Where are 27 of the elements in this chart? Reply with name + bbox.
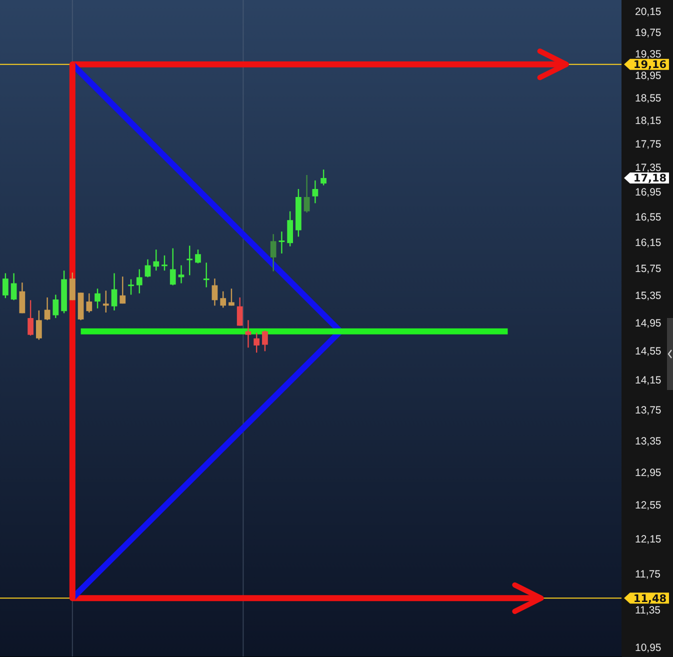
y-tick-label: 14,55 xyxy=(635,346,662,358)
y-tick-label: 12,15 xyxy=(635,533,662,546)
y-tick-label: 16,55 xyxy=(635,211,662,224)
ref-line-label: 19,16 xyxy=(633,59,667,72)
y-tick-label: 12,95 xyxy=(635,466,662,479)
y-tick-label: 17,35 xyxy=(635,162,662,174)
y-tick-label: 19,75 xyxy=(635,27,662,40)
y-tick-label: 13,75 xyxy=(635,404,662,416)
y-tick-label: 11,35 xyxy=(635,604,661,616)
y-tick-label: 15,75 xyxy=(635,262,662,275)
text: 17,18 xyxy=(633,172,667,185)
y-tick-label: 13,35 xyxy=(635,435,662,448)
y-tick-label: 20,15 xyxy=(635,6,662,18)
y-tick-label: 16,95 xyxy=(635,186,662,198)
y-tick-label: 19,35 xyxy=(635,48,662,60)
y-tick-label: 10,95 xyxy=(635,642,662,654)
y-tick-label: 18,15 xyxy=(635,115,662,128)
y-tick-label: 14,15 xyxy=(635,374,662,387)
y-tick-label: 18,95 xyxy=(635,70,662,82)
y-tick-label: 17,75 xyxy=(635,138,662,150)
y-tick-label: 15,35 xyxy=(635,290,662,302)
y-tick-label: 14,95 xyxy=(635,317,662,330)
y-tick-label: 18,55 xyxy=(635,92,662,104)
ref-line-label: 11,48 xyxy=(633,592,667,605)
y-tick-label: 12,55 xyxy=(635,500,662,512)
y-tick-label: 16,15 xyxy=(635,236,662,249)
y-tick-label: 11,75 xyxy=(635,568,661,580)
